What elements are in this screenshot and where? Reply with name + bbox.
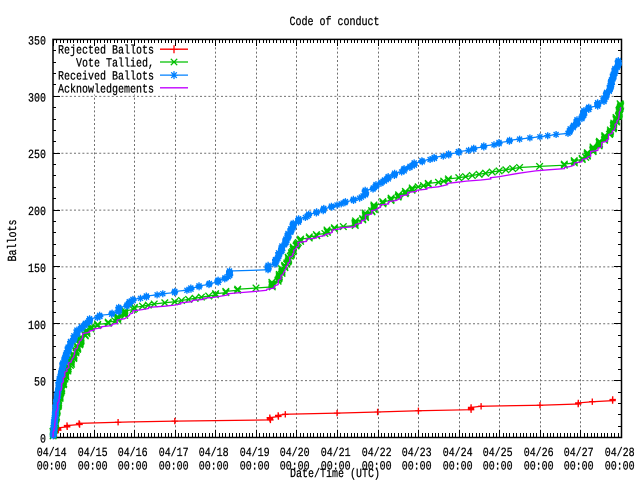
svg-text:Date/Time (UTC): Date/Time (UTC): [290, 467, 380, 480]
svg-text:04/16: 04/16: [118, 446, 148, 460]
svg-text:00:00: 00:00: [605, 460, 635, 474]
svg-text:Code of conduct: Code of conduct: [290, 15, 380, 29]
svg-text:00:00: 00:00: [443, 460, 473, 474]
svg-text:00:00: 00:00: [118, 460, 148, 474]
svg-text:04/23: 04/23: [402, 446, 432, 460]
svg-text:0: 0: [40, 433, 46, 447]
svg-text:04/17: 04/17: [159, 446, 189, 460]
svg-text:150: 150: [28, 262, 46, 276]
svg-text:04/21: 04/21: [321, 446, 351, 460]
svg-text:04/20: 04/20: [280, 446, 310, 460]
svg-text:00:00: 00:00: [240, 460, 270, 474]
svg-text:250: 250: [28, 148, 46, 162]
svg-text:00:00: 00:00: [321, 460, 351, 474]
svg-text:00:00: 00:00: [37, 460, 67, 474]
svg-text:00:00: 00:00: [524, 460, 554, 474]
svg-text:Acknowledgements: Acknowledgements: [58, 82, 154, 96]
svg-text:04/26: 04/26: [524, 446, 554, 460]
svg-text:350: 350: [28, 35, 46, 49]
svg-text:04/14: 04/14: [37, 446, 67, 460]
svg-text:Received Ballots: Received Ballots: [58, 70, 154, 84]
svg-text:00:00: 00:00: [78, 460, 108, 474]
svg-text:00:00: 00:00: [402, 460, 432, 474]
svg-text:04/25: 04/25: [483, 446, 513, 460]
svg-text:00:00: 00:00: [564, 460, 594, 474]
svg-text:00:00: 00:00: [199, 460, 229, 474]
svg-text:04/27: 04/27: [564, 446, 594, 460]
svg-text:00:00: 00:00: [362, 460, 392, 474]
svg-text:00:00: 00:00: [483, 460, 513, 474]
svg-text:Ballots: Ballots: [6, 220, 20, 262]
svg-text:Vote Tallied,: Vote Tallied,: [76, 57, 154, 71]
svg-text:04/15: 04/15: [78, 446, 108, 460]
svg-text:50: 50: [34, 376, 46, 390]
svg-text:300: 300: [28, 91, 46, 105]
svg-text:200: 200: [28, 205, 46, 219]
svg-text:04/24: 04/24: [443, 446, 473, 460]
svg-text:00:00: 00:00: [159, 460, 189, 474]
svg-text:04/22: 04/22: [362, 446, 392, 460]
svg-text:Rejected Ballots: Rejected Ballots: [58, 44, 154, 58]
svg-text:04/28: 04/28: [605, 446, 635, 460]
svg-text:00:00: 00:00: [280, 460, 310, 474]
svg-text:100: 100: [28, 319, 46, 333]
svg-text:04/19: 04/19: [240, 446, 270, 460]
svg-text:04/18: 04/18: [199, 446, 229, 460]
